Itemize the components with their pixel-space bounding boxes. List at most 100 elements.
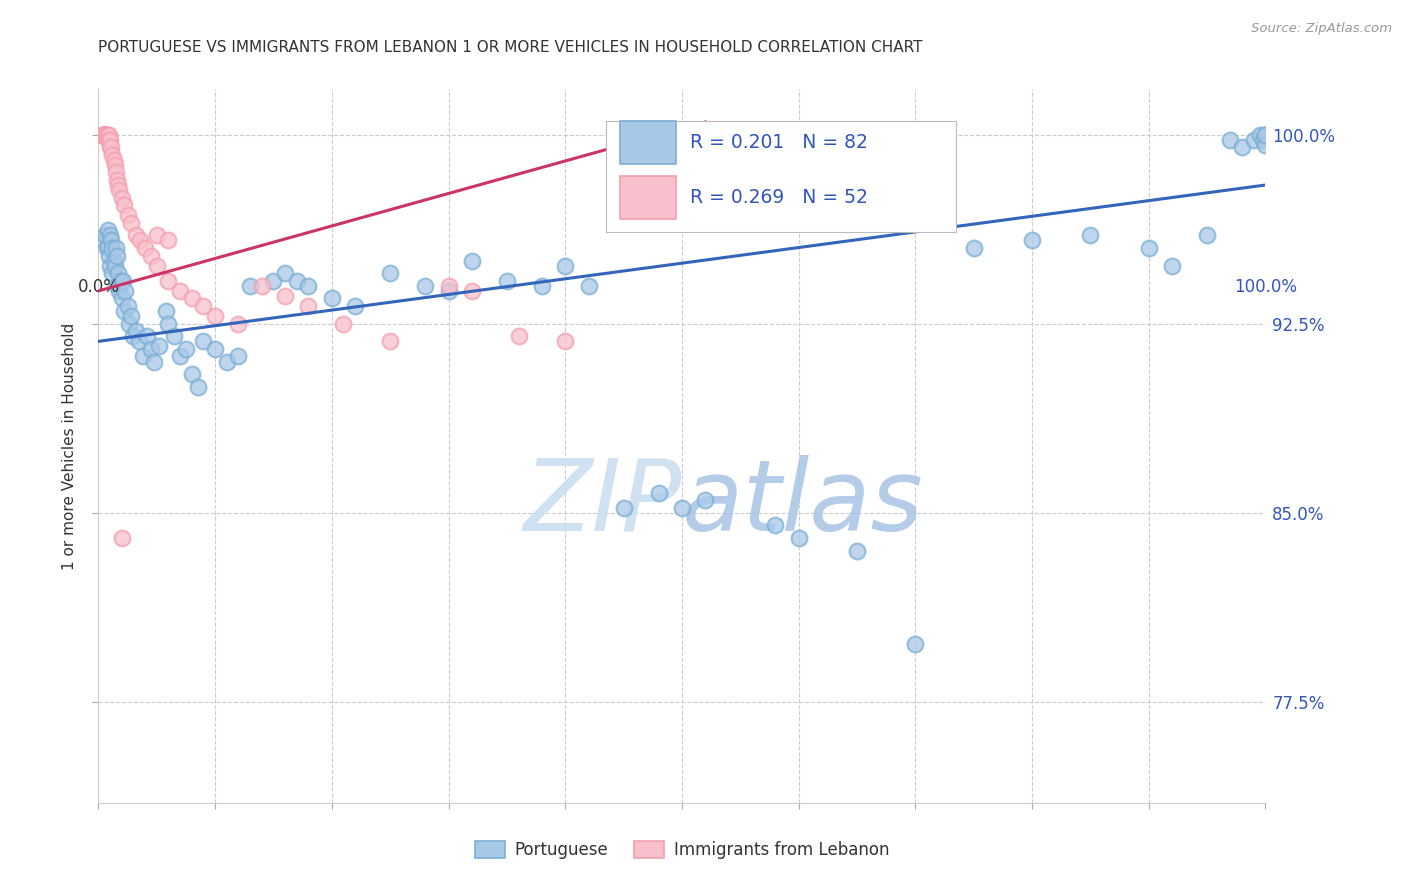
- Point: [104, 241, 127, 255]
- Text: 100.0%: 100.0%: [1234, 278, 1296, 296]
- Point: [136, 329, 159, 343]
- Text: Source: ZipAtlas.com: Source: ZipAtlas.com: [1251, 22, 1392, 36]
- Point: [91, 128, 114, 142]
- Point: [1021, 234, 1043, 248]
- Point: [120, 309, 142, 323]
- Point: [107, 266, 129, 280]
- Text: atlas: atlas: [682, 455, 924, 551]
- Point: [98, 259, 121, 273]
- Point: [578, 278, 600, 293]
- Point: [193, 334, 215, 349]
- Text: 0.0%: 0.0%: [77, 278, 120, 296]
- FancyBboxPatch shape: [606, 121, 956, 232]
- Point: [90, 128, 112, 142]
- Point: [204, 342, 226, 356]
- Point: [1137, 241, 1160, 255]
- Point: [125, 324, 148, 338]
- Point: [112, 304, 135, 318]
- Bar: [620, 121, 676, 164]
- Point: [117, 299, 139, 313]
- Point: [114, 284, 136, 298]
- Point: [146, 228, 169, 243]
- Point: [104, 259, 127, 273]
- Point: [239, 278, 262, 293]
- Point: [174, 342, 197, 356]
- Point: [647, 485, 669, 500]
- Point: [763, 518, 786, 533]
- Point: [96, 241, 118, 255]
- Point: [103, 253, 125, 268]
- Point: [413, 278, 436, 293]
- Legend: Portuguese, Immigrants from Lebanon: Portuguese, Immigrants from Lebanon: [468, 834, 896, 866]
- Point: [111, 191, 134, 205]
- Point: [297, 278, 319, 293]
- Point: [100, 140, 122, 154]
- Point: [108, 284, 131, 298]
- Point: [103, 153, 125, 167]
- Point: [96, 128, 118, 142]
- Point: [125, 228, 148, 243]
- Point: [94, 228, 117, 243]
- Point: [285, 274, 308, 288]
- Point: [97, 133, 120, 147]
- Point: [846, 543, 869, 558]
- Point: [262, 274, 284, 288]
- Point: [101, 147, 124, 161]
- Point: [98, 140, 121, 154]
- Text: R = 0.201   N = 82: R = 0.201 N = 82: [690, 133, 868, 152]
- Point: [554, 334, 576, 349]
- Point: [508, 329, 530, 343]
- Point: [122, 329, 145, 343]
- Point: [128, 334, 150, 349]
- Point: [98, 228, 121, 243]
- Point: [120, 216, 142, 230]
- Point: [98, 133, 121, 147]
- Point: [274, 289, 297, 303]
- Point: [93, 128, 115, 142]
- Point: [380, 266, 402, 280]
- Point: [155, 304, 177, 318]
- Point: [157, 274, 180, 288]
- Point: [1195, 228, 1218, 243]
- Point: [1254, 128, 1277, 142]
- Point: [111, 531, 134, 545]
- Point: [100, 234, 122, 248]
- Point: [787, 531, 810, 545]
- Point: [169, 284, 191, 298]
- Point: [215, 354, 238, 368]
- Point: [97, 133, 120, 147]
- Point: [530, 278, 553, 293]
- Point: [1249, 128, 1271, 142]
- Point: [97, 249, 120, 263]
- Point: [180, 367, 202, 381]
- Point: [105, 278, 128, 293]
- Point: [1230, 140, 1253, 154]
- Point: [143, 354, 166, 368]
- Point: [250, 278, 273, 293]
- Point: [1254, 137, 1277, 152]
- Point: [110, 274, 132, 288]
- Point: [204, 309, 226, 323]
- Point: [554, 259, 576, 273]
- Text: PORTUGUESE VS IMMIGRANTS FROM LEBANON 1 OR MORE VEHICLES IN HOUSEHOLD CORRELATIO: PORTUGUESE VS IMMIGRANTS FROM LEBANON 1 …: [98, 40, 922, 55]
- Point: [613, 500, 636, 515]
- Point: [461, 284, 484, 298]
- Point: [97, 128, 120, 142]
- Point: [105, 249, 128, 263]
- Point: [104, 165, 127, 179]
- Point: [180, 292, 202, 306]
- Point: [134, 241, 156, 255]
- Point: [671, 500, 693, 515]
- Point: [437, 278, 460, 293]
- Point: [117, 208, 139, 222]
- Point: [228, 317, 250, 331]
- Point: [332, 317, 354, 331]
- Point: [112, 198, 135, 212]
- Point: [105, 173, 128, 187]
- Point: [904, 637, 927, 651]
- Point: [380, 334, 402, 349]
- Point: [94, 128, 117, 142]
- Point: [97, 223, 120, 237]
- Point: [97, 128, 120, 142]
- Point: [132, 350, 155, 364]
